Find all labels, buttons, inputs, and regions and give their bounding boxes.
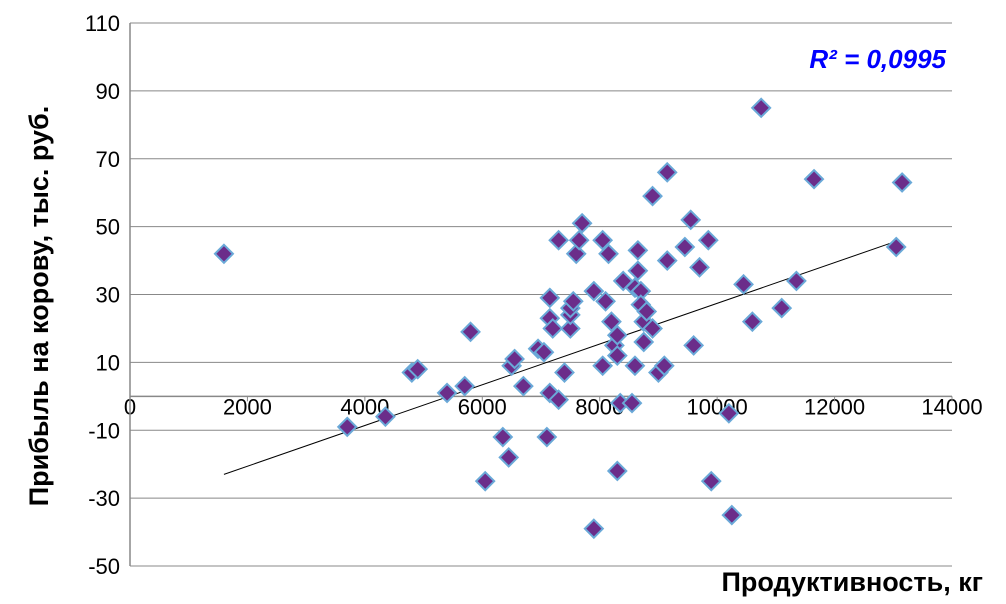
data-point xyxy=(750,97,772,119)
data-point xyxy=(539,287,561,309)
data-point xyxy=(741,311,763,333)
data-point xyxy=(606,324,628,346)
y-tick-label: 50 xyxy=(96,215,120,240)
data-point xyxy=(674,236,696,258)
data-point xyxy=(606,460,628,482)
data-point xyxy=(562,290,584,312)
data-point xyxy=(627,260,649,282)
y-tick-label: -10 xyxy=(88,418,120,443)
data-point xyxy=(653,355,675,377)
y-tick-label: -50 xyxy=(88,554,120,579)
y-tick-label: 10 xyxy=(96,350,120,375)
data-point xyxy=(407,358,429,380)
data-point xyxy=(656,250,678,271)
y-tick-label: 90 xyxy=(96,79,120,104)
data-point xyxy=(374,406,396,428)
data-point xyxy=(571,212,593,234)
y-tick-label: 110 xyxy=(85,11,120,36)
data-point xyxy=(554,362,575,383)
data-point xyxy=(606,345,628,367)
data-point xyxy=(548,229,570,251)
data-point xyxy=(559,318,581,339)
r-squared-label: R² = 0,0995 xyxy=(809,44,946,74)
trendline xyxy=(223,239,900,475)
data-points xyxy=(213,97,913,540)
data-point xyxy=(533,341,555,363)
x-tick-labels: 0 2000 4000 6000 8000 10000 12000 14000 xyxy=(124,394,983,419)
data-point xyxy=(642,318,663,339)
data-point xyxy=(700,470,722,492)
x-axis-title: Продуктивность, кг xyxy=(722,567,984,597)
data-point xyxy=(891,172,913,193)
y-tick-labels: -50 -30 -10 10 30 50 70 90 110 xyxy=(85,11,120,579)
data-point xyxy=(568,229,590,251)
data-point xyxy=(621,392,643,414)
data-point xyxy=(583,518,605,540)
data-point xyxy=(565,243,587,265)
data-point xyxy=(785,270,807,292)
data-point xyxy=(627,239,649,261)
data-point xyxy=(733,273,754,295)
data-point xyxy=(336,416,358,438)
data-point xyxy=(592,355,614,377)
data-point xyxy=(680,209,702,231)
data-point xyxy=(624,355,646,377)
data-point xyxy=(718,402,740,424)
data-point xyxy=(498,446,520,468)
data-point xyxy=(771,297,793,319)
data-point xyxy=(636,301,658,322)
data-point xyxy=(536,426,558,448)
data-point xyxy=(642,185,663,207)
data-point xyxy=(697,229,719,251)
data-point xyxy=(474,470,496,492)
y-tick-label: 30 xyxy=(96,283,120,308)
data-point xyxy=(803,168,825,190)
data-point xyxy=(436,382,458,404)
data-point xyxy=(592,229,614,251)
data-point xyxy=(460,321,481,343)
data-point xyxy=(454,375,476,397)
data-point xyxy=(583,280,605,302)
data-point xyxy=(213,243,235,265)
data-point xyxy=(689,256,710,278)
data-point xyxy=(542,318,564,339)
data-point xyxy=(633,331,655,353)
data-point xyxy=(598,243,619,265)
data-point xyxy=(721,504,743,526)
data-point xyxy=(492,426,514,448)
data-point xyxy=(656,161,678,183)
y-axis-title: Прибыль на корову, тыс. руб. xyxy=(24,106,54,507)
y-tick-label: -30 xyxy=(88,486,120,511)
data-point xyxy=(548,389,570,411)
data-point xyxy=(504,348,525,370)
y-tick-label: 70 xyxy=(96,147,120,172)
data-point xyxy=(683,334,705,356)
data-point xyxy=(601,311,622,333)
grid-lines xyxy=(130,22,952,567)
data-point xyxy=(595,290,616,312)
data-point xyxy=(885,236,907,258)
data-point xyxy=(512,375,534,397)
